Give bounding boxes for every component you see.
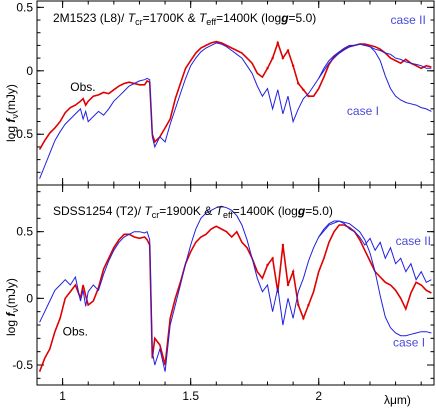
observed-point <box>302 317 305 320</box>
observed-point <box>276 41 279 45</box>
x-tick-label: 1.5 <box>182 389 199 403</box>
observed-point <box>266 67 269 70</box>
x-axis-label: λμm) <box>384 393 411 407</box>
panel-bottom-ticks <box>36 185 434 385</box>
panel-top-series <box>38 40 432 179</box>
y-tick-label: 0.5 <box>16 0 33 14</box>
panel-top-y-label: log fν(mJy) <box>4 84 20 142</box>
panel-bottom-x-tick-labels: 1 1.5 2 <box>59 389 322 403</box>
observed-point <box>286 283 290 287</box>
observed-point <box>291 64 295 67</box>
case-annotation: case I <box>393 335 425 349</box>
panel-top-frame <box>36 0 435 186</box>
observed-point <box>286 49 290 52</box>
y-tick-label: -0.5 <box>12 127 33 141</box>
panel-top-y-tick-labels: 0.5 0 -0.5 <box>12 0 33 141</box>
y-tick-label: -0.5 <box>12 358 33 372</box>
obs-annotation: Obs. <box>63 325 88 339</box>
observed-point <box>307 94 310 98</box>
observed-point <box>297 82 300 85</box>
panel-top: 0.5 0 -0.5 2M1523 (L8)/ Tcr=1700K & Teff=1… <box>4 0 435 186</box>
observed-point <box>307 303 310 307</box>
panel-top-title: 2M1523 (L8)/ Tcr=1700K & Teff=1400K (log… <box>53 11 316 27</box>
observed-point <box>266 263 269 267</box>
panel-bottom-title: SDSS1254 (T2)/ Tcr=1900K & Teff=1400K (l… <box>53 204 333 220</box>
panel-bottom-series <box>38 205 432 372</box>
observed-point <box>297 303 300 307</box>
x-tick-label: 2 <box>315 389 322 403</box>
observed-point <box>291 270 295 273</box>
panel-bottom-annotations: Obs. case II case I <box>63 234 431 349</box>
case-i-model-line <box>318 43 432 112</box>
observed-point <box>271 56 274 60</box>
observed-point <box>281 56 285 60</box>
y-tick-label: 0 <box>26 64 33 78</box>
y-tick-label: 0 <box>26 291 33 305</box>
x-tick-label: 1 <box>59 389 66 403</box>
y-tick-label: 0.5 <box>16 225 33 239</box>
observed-point <box>271 257 274 260</box>
panel-bottom: 0.50-0.5 1 1.5 2 SDSS1254 (T2)/ Tcr=1900K … <box>4 184 435 403</box>
case-i-model-line <box>318 220 432 337</box>
panel-top-annotations: Obs. case II case I <box>70 13 426 118</box>
observed-point <box>281 243 285 247</box>
case-annotation: case II <box>396 234 431 248</box>
case-annotation: case I <box>347 104 379 118</box>
panel-bottom-y-tick-labels: 0.5 0 -0.5 <box>12 225 33 372</box>
panel-top-ticks <box>36 1 434 186</box>
case-annotation: case II <box>390 13 425 27</box>
panel-bottom-y-label: log fν(mJy) <box>4 278 20 336</box>
observed-point <box>302 88 305 92</box>
observed-spectrum-line <box>38 224 432 372</box>
observed-spectrum-line <box>38 40 432 150</box>
case-ii-model-line <box>39 205 432 372</box>
obs-annotation: Obs. <box>70 80 95 94</box>
